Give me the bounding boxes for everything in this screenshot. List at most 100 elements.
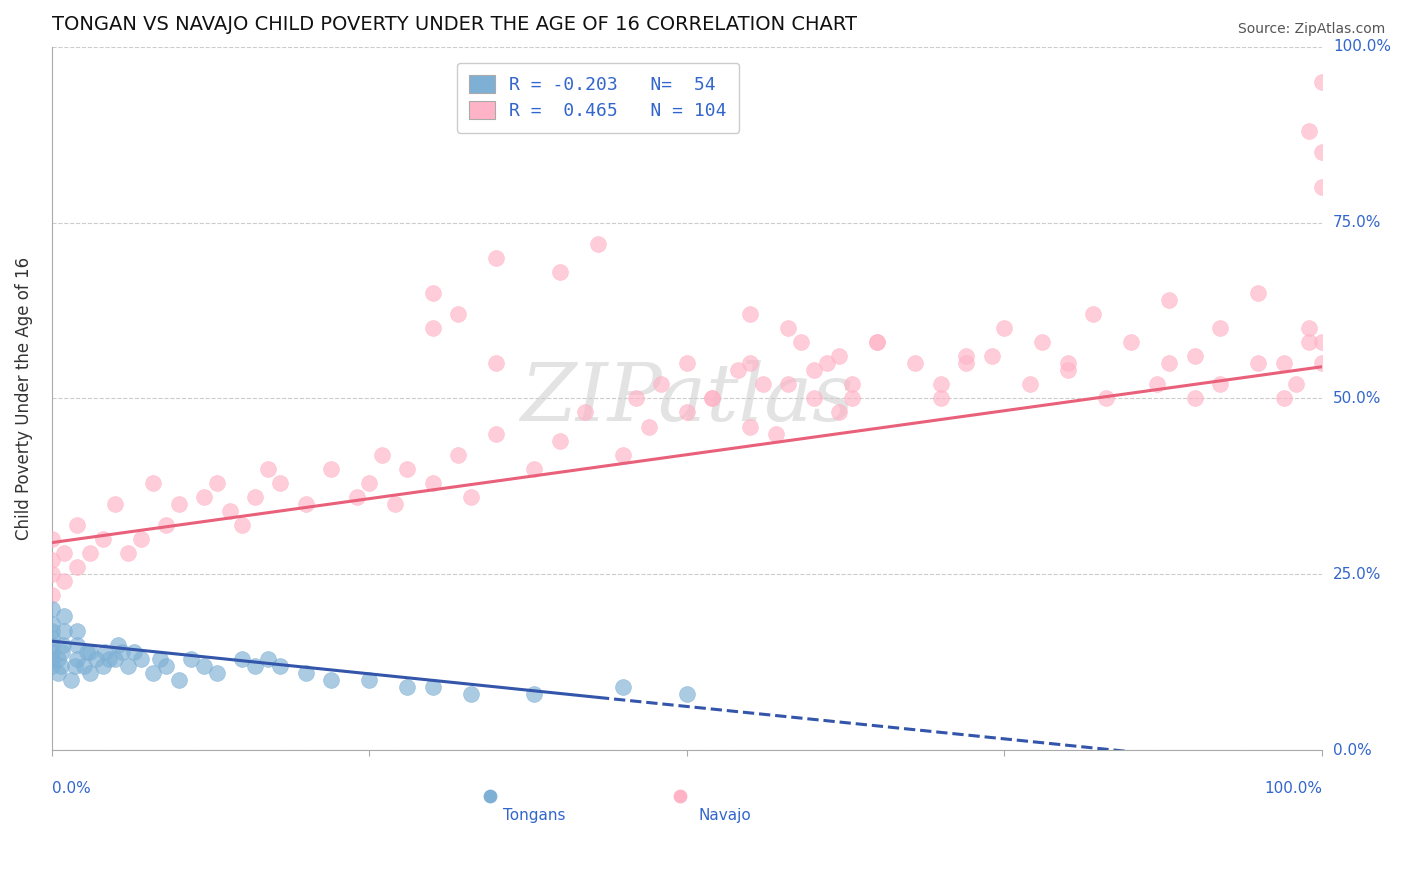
Point: [955, 349, 977, 363]
Point: [46, 651, 69, 665]
Point: [104, 651, 127, 665]
Point: [79, 546, 101, 560]
Point: [59, 673, 82, 687]
Text: TONGAN VS NAVAJO CHILD POVERTY UNDER THE AGE OF 16 CORRELATION CHART: TONGAN VS NAVAJO CHILD POVERTY UNDER THE…: [52, 15, 856, 34]
Point: [1146, 377, 1168, 392]
Point: [828, 405, 851, 419]
Point: [523, 462, 546, 476]
Point: [321, 462, 343, 476]
Point: [1298, 335, 1320, 350]
Point: [91, 658, 114, 673]
Point: [63, 658, 86, 673]
Point: [269, 475, 291, 490]
Point: [624, 392, 647, 406]
Text: 25.0%: 25.0%: [1333, 566, 1381, 582]
Point: [702, 392, 724, 406]
Point: [41, 638, 63, 652]
Point: [51, 645, 73, 659]
Point: [79, 645, 101, 659]
Point: [1272, 356, 1295, 370]
Point: [97, 651, 120, 665]
Point: [702, 392, 724, 406]
Point: [243, 658, 266, 673]
Point: [740, 356, 762, 370]
Point: [107, 638, 129, 652]
Point: [1298, 124, 1320, 138]
Point: [1057, 356, 1080, 370]
Point: [49, 658, 72, 673]
Point: [231, 518, 253, 533]
Point: [1298, 321, 1320, 335]
Point: [149, 651, 172, 665]
Point: [46, 665, 69, 680]
Point: [66, 560, 89, 574]
Point: [1159, 356, 1181, 370]
Point: [155, 658, 177, 673]
Point: [1031, 335, 1053, 350]
Point: [1057, 363, 1080, 377]
Point: [1121, 335, 1143, 350]
Point: [66, 518, 89, 533]
Text: 50.0%: 50.0%: [1333, 391, 1381, 406]
Point: [231, 651, 253, 665]
Point: [1310, 145, 1333, 160]
Point: [1272, 392, 1295, 406]
Point: [117, 546, 139, 560]
Point: [675, 405, 697, 419]
Point: [66, 638, 89, 652]
Point: [752, 377, 775, 392]
Point: [41, 631, 63, 645]
Point: [129, 651, 152, 665]
Point: [359, 475, 381, 490]
Point: [72, 658, 94, 673]
Point: [110, 645, 132, 659]
Point: [193, 658, 215, 673]
Point: [41, 602, 63, 616]
Point: [669, 789, 692, 803]
Point: [765, 426, 787, 441]
Point: [53, 574, 76, 589]
Text: Source: ZipAtlas.com: Source: ZipAtlas.com: [1237, 22, 1385, 37]
Point: [478, 789, 501, 803]
Point: [1095, 392, 1118, 406]
Point: [523, 687, 546, 701]
Point: [41, 651, 63, 665]
Text: Tongans: Tongans: [503, 808, 565, 823]
Text: 0.0%: 0.0%: [52, 780, 90, 796]
Point: [41, 567, 63, 582]
Point: [778, 377, 800, 392]
Point: [675, 356, 697, 370]
Point: [155, 518, 177, 533]
Point: [1310, 180, 1333, 194]
Point: [675, 687, 697, 701]
Point: [52, 638, 75, 652]
Point: [76, 645, 98, 659]
Point: [740, 307, 762, 321]
Point: [218, 504, 240, 518]
Point: [1209, 321, 1232, 335]
Point: [447, 448, 470, 462]
Point: [841, 392, 863, 406]
Point: [828, 349, 851, 363]
Point: [612, 680, 634, 694]
Y-axis label: Child Poverty Under the Age of 16: Child Poverty Under the Age of 16: [15, 257, 32, 540]
Point: [124, 645, 146, 659]
Point: [1310, 356, 1333, 370]
Point: [41, 658, 63, 673]
Point: [396, 680, 419, 694]
Point: [485, 356, 508, 370]
Point: [637, 419, 659, 434]
Point: [41, 553, 63, 567]
Point: [485, 426, 508, 441]
Point: [41, 645, 63, 659]
Point: [321, 673, 343, 687]
Point: [346, 490, 368, 504]
Point: [142, 665, 165, 680]
Point: [422, 285, 444, 300]
Point: [269, 658, 291, 673]
Point: [586, 236, 609, 251]
Point: [574, 405, 596, 419]
Point: [447, 307, 470, 321]
Point: [243, 490, 266, 504]
Point: [256, 651, 278, 665]
